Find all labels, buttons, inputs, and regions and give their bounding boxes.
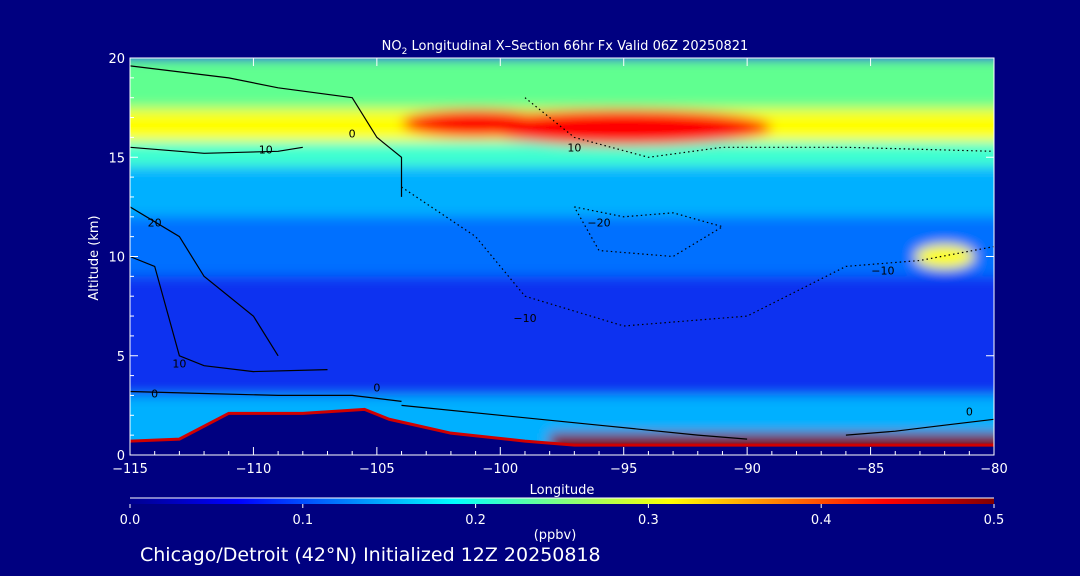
- contour-label: 0: [966, 405, 973, 418]
- colorbar-tick-label: 0.3: [638, 513, 659, 528]
- heatmap-band: [130, 58, 994, 108]
- y-tick-label: 15: [108, 151, 125, 166]
- x-tick-label: −95: [610, 462, 637, 477]
- x-tick-label: −80: [980, 462, 1007, 477]
- chart-title-rest: Longitudinal X–Section 66hr Fx Valid 06Z…: [407, 39, 748, 54]
- x-tick-label: −110: [236, 462, 272, 477]
- heatmap-band: [130, 276, 994, 396]
- contour-lines: [130, 65, 994, 440]
- heatmap-band: [130, 141, 994, 168]
- x-tick-label: −100: [482, 462, 518, 477]
- contour-label: −10: [513, 312, 536, 325]
- x-axis-label: Longitude: [530, 483, 595, 498]
- y-tick-label: 0: [117, 449, 125, 464]
- contour-label: 20: [148, 217, 162, 230]
- terrain-shape: [130, 409, 994, 455]
- y-axis-label: Altitude (km): [87, 215, 102, 300]
- colorbar-tick-label: 0.5: [984, 513, 1005, 528]
- terrain-edge: [130, 407, 994, 447]
- heatmap-field: [130, 58, 994, 455]
- contour-line: [401, 404, 748, 440]
- heatmap-blob: [915, 244, 975, 269]
- plot-area: 0 10 10 20 −20 −10 −10 10 0 0 0: [130, 58, 994, 455]
- colorbar-tick-label: 0.1: [292, 513, 313, 528]
- contour-label: −20: [587, 217, 610, 230]
- contour-line: [130, 255, 328, 373]
- heatmap-blob: [475, 109, 772, 146]
- contour-label: 0: [349, 127, 356, 140]
- y-tick-label: 20: [108, 52, 125, 67]
- y-tick-label: 10: [108, 251, 125, 266]
- x-tick-label: −90: [733, 462, 760, 477]
- y-axis: 0 5 10 15 20: [108, 52, 994, 464]
- footer-caption: Chicago/Detroit (42°N) Initialized 12Z 2…: [140, 544, 601, 566]
- colorbar-unit-label: (ppbv): [534, 528, 577, 543]
- colorbar-ticks: 0.0 0.1 0.2 0.3 0.4 0.5: [120, 504, 1005, 528]
- x-axis: −115 −110 −105 −100 −95 −90 −85 −80: [112, 58, 1008, 477]
- heatmap-band: [130, 167, 994, 217]
- contour-line: [573, 206, 724, 258]
- heatmap-blob: [401, 109, 550, 138]
- contour-label: 10: [567, 141, 581, 154]
- terrain-mask: [130, 407, 994, 455]
- x-tick-label: −115: [112, 462, 148, 477]
- colorbar-tick-label: 0.4: [811, 513, 832, 528]
- contour-label: 0: [151, 387, 158, 400]
- chart-title-subscript: 2: [402, 47, 408, 57]
- contour-label: 0: [373, 381, 380, 394]
- y-tick-label: 5: [117, 350, 125, 365]
- contour-line: [845, 418, 994, 436]
- heatmap-band: [130, 216, 994, 277]
- colorbar: [130, 498, 994, 504]
- contour-label: −10: [871, 264, 894, 277]
- contour-labels: 0 10 10 20 −20 −10 −10 10 0 0 0: [148, 127, 973, 418]
- x-tick-label: −105: [359, 462, 395, 477]
- chart-title: NO2 Longitudinal X–Section 66hr Fx Valid…: [382, 39, 749, 57]
- contour-line: [130, 390, 402, 402]
- contour-line: [130, 146, 303, 154]
- contour-label: 10: [172, 358, 186, 371]
- contour-label: 10: [259, 143, 273, 156]
- contour-line: [130, 65, 403, 197]
- contour-line: [130, 206, 279, 357]
- chart-title-main: NO: [382, 39, 402, 54]
- x-tick-label: −85: [857, 462, 884, 477]
- colorbar-tick-label: 0.0: [120, 513, 141, 528]
- colorbar-tick-label: 0.2: [465, 513, 486, 528]
